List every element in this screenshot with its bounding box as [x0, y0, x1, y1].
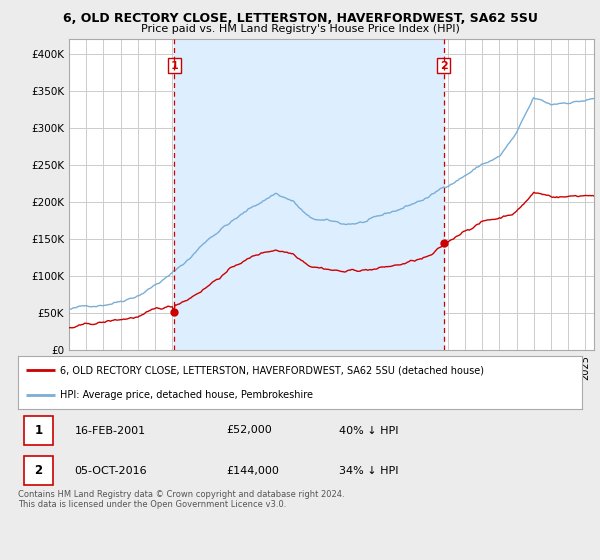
Text: 40% ↓ HPI: 40% ↓ HPI	[340, 426, 399, 436]
Text: 6, OLD RECTORY CLOSE, LETTERSTON, HAVERFORDWEST, SA62 5SU: 6, OLD RECTORY CLOSE, LETTERSTON, HAVERF…	[62, 12, 538, 25]
Text: 16-FEB-2001: 16-FEB-2001	[74, 426, 146, 436]
Text: HPI: Average price, detached house, Pembrokeshire: HPI: Average price, detached house, Pemb…	[60, 390, 313, 400]
Bar	[175, 39, 443, 350]
Text: 2: 2	[440, 60, 448, 71]
Text: 2: 2	[34, 464, 43, 477]
Text: Contains HM Land Registry data © Crown copyright and database right 2024.
This d: Contains HM Land Registry data © Crown c…	[18, 490, 344, 510]
Text: £144,000: £144,000	[227, 465, 280, 475]
FancyBboxPatch shape	[23, 456, 53, 485]
Text: Price paid vs. HM Land Registry's House Price Index (HPI): Price paid vs. HM Land Registry's House …	[140, 24, 460, 34]
Text: 1: 1	[34, 424, 43, 437]
Text: 05-OCT-2016: 05-OCT-2016	[74, 465, 147, 475]
Text: £52,000: £52,000	[227, 426, 272, 436]
Text: 34% ↓ HPI: 34% ↓ HPI	[340, 465, 399, 475]
FancyBboxPatch shape	[23, 416, 53, 445]
Text: 6, OLD RECTORY CLOSE, LETTERSTON, HAVERFORDWEST, SA62 5SU (detached house): 6, OLD RECTORY CLOSE, LETTERSTON, HAVERF…	[60, 366, 484, 376]
Text: 1: 1	[170, 60, 178, 71]
